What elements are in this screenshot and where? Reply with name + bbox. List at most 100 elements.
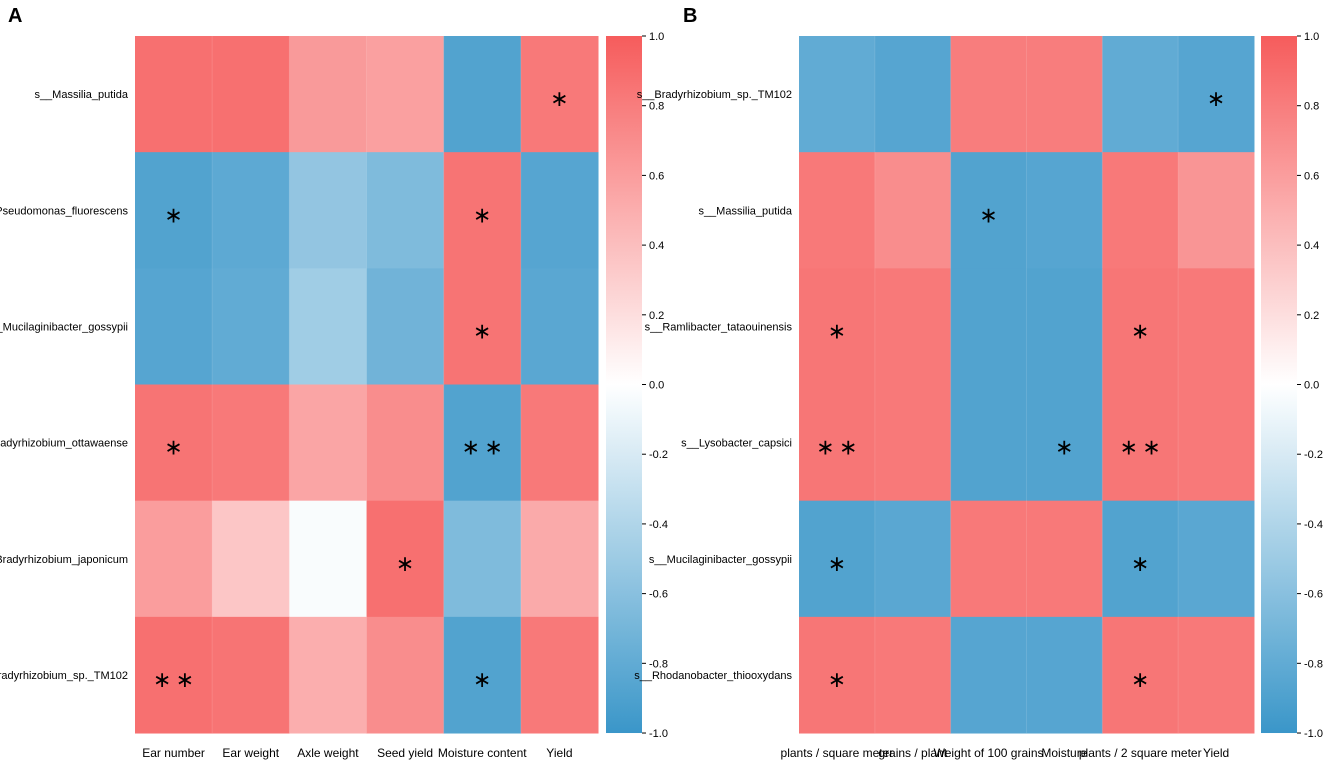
- heatmap-cell-a-r5-c3: [366, 616, 445, 734]
- column-label-a-0: Ear number: [142, 746, 205, 760]
- heatmap-panel-b: ∗ ∗ ∗ ∗ ∗ ∗ ∗ ∗ ∗ ∗ ∗ ∗ ∗ s__Bradyrhizobium_sp._TM1…: [634, 31, 1323, 760]
- row-label-b-3: s__Lysobacter_capsici: [681, 438, 792, 450]
- significance-mark-a-r2-c4: ∗: [473, 319, 491, 344]
- column-label-a-4: Moisture content: [438, 746, 527, 760]
- heatmap-cell-b-r0-c2: [950, 36, 1027, 153]
- significance-mark-a-r0-c5: ∗: [550, 87, 568, 112]
- heatmap-cell-a-r5-c5: [520, 616, 599, 734]
- colorbar-tick-label-a-1: 0.8: [649, 101, 664, 113]
- heatmap-cell-b-r4-c3: [1026, 500, 1103, 618]
- colorbar-tick-label-a-4: 0.2: [649, 310, 664, 322]
- heatmap-cell-a-r1-c3: [366, 152, 445, 269]
- colorbar-tick-label-b-8: -0.6: [1304, 589, 1323, 601]
- heatmap-cell-a-r2-c5: [520, 268, 599, 386]
- colorbar-b: [1261, 36, 1297, 734]
- heatmap-cell-a-r0-c2: [289, 36, 368, 153]
- heatmap-cell-b-r5-c2: [950, 616, 1027, 734]
- heatmap-cell-a-r1-c5: [520, 152, 599, 269]
- colorbar-tick-label-b-5: 0.0: [1304, 380, 1319, 392]
- heatmap-cell-b-r2-c5: [1178, 268, 1255, 386]
- row-label-a-0: s__Massilia_putida: [34, 89, 128, 101]
- heatmap-cell-b-r1-c2: [950, 152, 1027, 269]
- heatmap-cell-b-r1-c4: [1102, 152, 1179, 269]
- colorbar-tick-label-a-7: -0.4: [649, 519, 668, 531]
- row-label-a-2: s__Mucilaginibacter_gossypii: [0, 321, 128, 333]
- column-label-b-4: plants / 2 square meter: [1079, 746, 1202, 760]
- heatmap-cell-a-r3-c5: [520, 384, 599, 502]
- significance-mark-b-r5-c4: ∗: [1131, 668, 1149, 693]
- row-label-b-2: s__Ramlibacter_tataouinensis: [645, 321, 793, 333]
- colorbar-tick-label-a-8: -0.6: [649, 589, 668, 601]
- significance-mark-b-r2-c4: ∗: [1131, 319, 1149, 344]
- row-label-a-1: s__Pseudomonas_fluorescens: [0, 205, 128, 217]
- heatmap-cell-b-r5-c0: [799, 616, 876, 734]
- heatmap-cell-b-r0-c1: [874, 36, 952, 153]
- heatmap-cell-b-r1-c0: [799, 152, 876, 269]
- heatmap-cell-a-r2-c2: [289, 268, 368, 386]
- heatmap-cell-b-r3-c5: [1178, 384, 1255, 502]
- heatmap-cell-b-r2-c2: [950, 268, 1027, 386]
- heatmap-cell-a-r3-c0: [135, 384, 213, 502]
- colorbar-tick-label-a-2: 0.6: [649, 170, 664, 182]
- heatmap-cell-b-r4-c2: [950, 500, 1027, 618]
- heatmap-cell-a-r4-c1: [212, 500, 290, 618]
- column-label-b-1: grains / plant: [878, 746, 947, 760]
- heatmap-cell-b-r4-c5: [1178, 500, 1255, 618]
- heatmap-cell-a-r2-c1: [212, 268, 290, 386]
- row-label-a-5: s__Bradyrhizobium_sp._TM102: [0, 670, 128, 682]
- colorbar-tick-label-a-10: -1.0: [649, 728, 668, 740]
- column-label-a-3: Seed yield: [377, 746, 433, 760]
- colorbar-tick-label-a-5: 0.0: [649, 380, 664, 392]
- heatmap-cell-b-r1-c5: [1178, 152, 1255, 269]
- heatmap-cell-b-r2-c1: [874, 268, 952, 386]
- heatmap-cell-b-r4-c1: [874, 500, 952, 618]
- row-label-a-4: s__Bradyrhizobium_japonicum: [0, 554, 128, 566]
- row-label-b-5: s__Rhodanobacter_thiooxydans: [634, 670, 792, 682]
- colorbar-tick-label-b-0: 1.0: [1304, 31, 1319, 43]
- heatmap-cell-a-r0-c1: [212, 36, 290, 153]
- heatmap-cell-a-r5-c1: [212, 616, 290, 734]
- colorbar-tick-label-b-6: -0.2: [1304, 449, 1323, 461]
- colorbar-tick-label-a-0: 1.0: [649, 31, 664, 43]
- heatmap-cell-a-r4-c2: [289, 500, 368, 618]
- colorbar-a: [606, 36, 642, 734]
- heatmap-cell-a-r3-c3: [366, 384, 445, 502]
- heatmap-cell-a-r1-c4: [443, 152, 522, 269]
- heatmap-cell-b-r5-c5: [1178, 616, 1255, 734]
- heatmap-cell-a-r5-c0: [135, 616, 213, 734]
- heatmap-cell-a-r5-c2: [289, 616, 368, 734]
- heatmap-cell-b-r3-c4: [1102, 384, 1179, 502]
- colorbar-tick-label-b-4: 0.2: [1304, 310, 1319, 322]
- heatmap-cell-a-r4-c3: [366, 500, 445, 618]
- colorbar-tick-label-a-6: -0.2: [649, 449, 668, 461]
- heatmap-cell-b-r3-c2: [950, 384, 1027, 502]
- heatmap-cell-b-r0-c4: [1102, 36, 1179, 153]
- panel-label-b: B: [683, 5, 697, 27]
- column-label-b-3: Moisture: [1041, 746, 1087, 760]
- heatmap-cell-a-r3-c1: [212, 384, 290, 502]
- heatmap-cell-a-r4-c4: [443, 500, 522, 618]
- heatmap-cell-a-r4-c0: [135, 500, 213, 618]
- significance-mark-b-r3-c0: ∗ ∗: [816, 436, 857, 461]
- panel-label-a: A: [8, 5, 22, 27]
- heatmap-cell-b-r0-c5: [1178, 36, 1255, 153]
- heatmap-cell-a-r4-c5: [520, 500, 599, 618]
- significance-mark-b-r3-c4: ∗ ∗: [1120, 436, 1161, 461]
- row-label-b-4: s__Mucilaginibacter_gossypii: [649, 554, 792, 566]
- row-label-b-0: s__Bradyrhizobium_sp._TM102: [637, 89, 792, 101]
- heatmap-cell-a-r3-c2: [289, 384, 368, 502]
- colorbar-tick-label-a-9: -0.8: [649, 658, 668, 670]
- colorbar-tick-label-b-9: -0.8: [1304, 658, 1323, 670]
- colorbar-tick-label-b-7: -0.4: [1304, 519, 1323, 531]
- colorbar-tick-label-b-2: 0.6: [1304, 170, 1319, 182]
- significance-mark-b-r0-c5: ∗: [1207, 87, 1225, 112]
- heatmap-cell-b-r1-c1: [874, 152, 952, 269]
- heatmap-cell-b-r0-c3: [1026, 36, 1103, 153]
- heatmap-cell-a-r0-c4: [443, 36, 522, 153]
- heatmap-cell-a-r2-c0: [135, 268, 213, 386]
- significance-mark-b-r4-c4: ∗: [1131, 552, 1149, 577]
- heatmap-cell-b-r4-c0: [799, 500, 876, 618]
- heatmap-cell-b-r3-c0: [799, 384, 876, 502]
